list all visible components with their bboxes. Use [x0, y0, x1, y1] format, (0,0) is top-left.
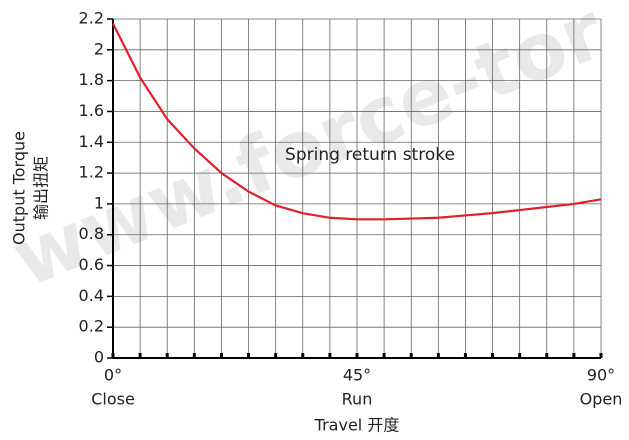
y-tick-label: 1.4 [79, 132, 104, 151]
y-tick-label: 1.8 [79, 70, 104, 89]
plot-area: 0 0.2 0.4 0.6 0.8 1 1.2 1.4 1.6 1.8 2 2.2 0° Close 45°… [79, 9, 623, 409]
y-tick-label: 1 [94, 193, 104, 212]
x-tick-sublabel: Close [91, 390, 135, 409]
x-tick-label: 90° [587, 366, 615, 385]
y-axis-label: Output Torque [10, 131, 29, 245]
x-tick-label: 0° [104, 366, 122, 385]
x-tick-sublabel: Open [580, 390, 623, 409]
y-tick-label: 0.6 [79, 255, 104, 274]
y-tick-label: 2 [94, 39, 104, 58]
y-tick-label: 0.4 [79, 286, 104, 305]
y-tick-label: 0.2 [79, 317, 104, 336]
y-tick-label: 0.8 [79, 224, 104, 243]
y-tick-label: 1.2 [79, 163, 104, 182]
x-axis-label: Travel 开度 [314, 416, 400, 435]
x-tick-sublabel: Run [342, 390, 373, 409]
data-line [112, 23, 602, 221]
x-tick-label: 45° [343, 366, 371, 385]
y-tick-label: 2.2 [79, 9, 104, 28]
annotation: Spring return stroke [285, 145, 455, 165]
y-tick-label: 1.6 [79, 101, 104, 120]
y-tick-label: 0 [94, 348, 104, 367]
y-axis-label: 输出扭矩 [32, 156, 51, 220]
